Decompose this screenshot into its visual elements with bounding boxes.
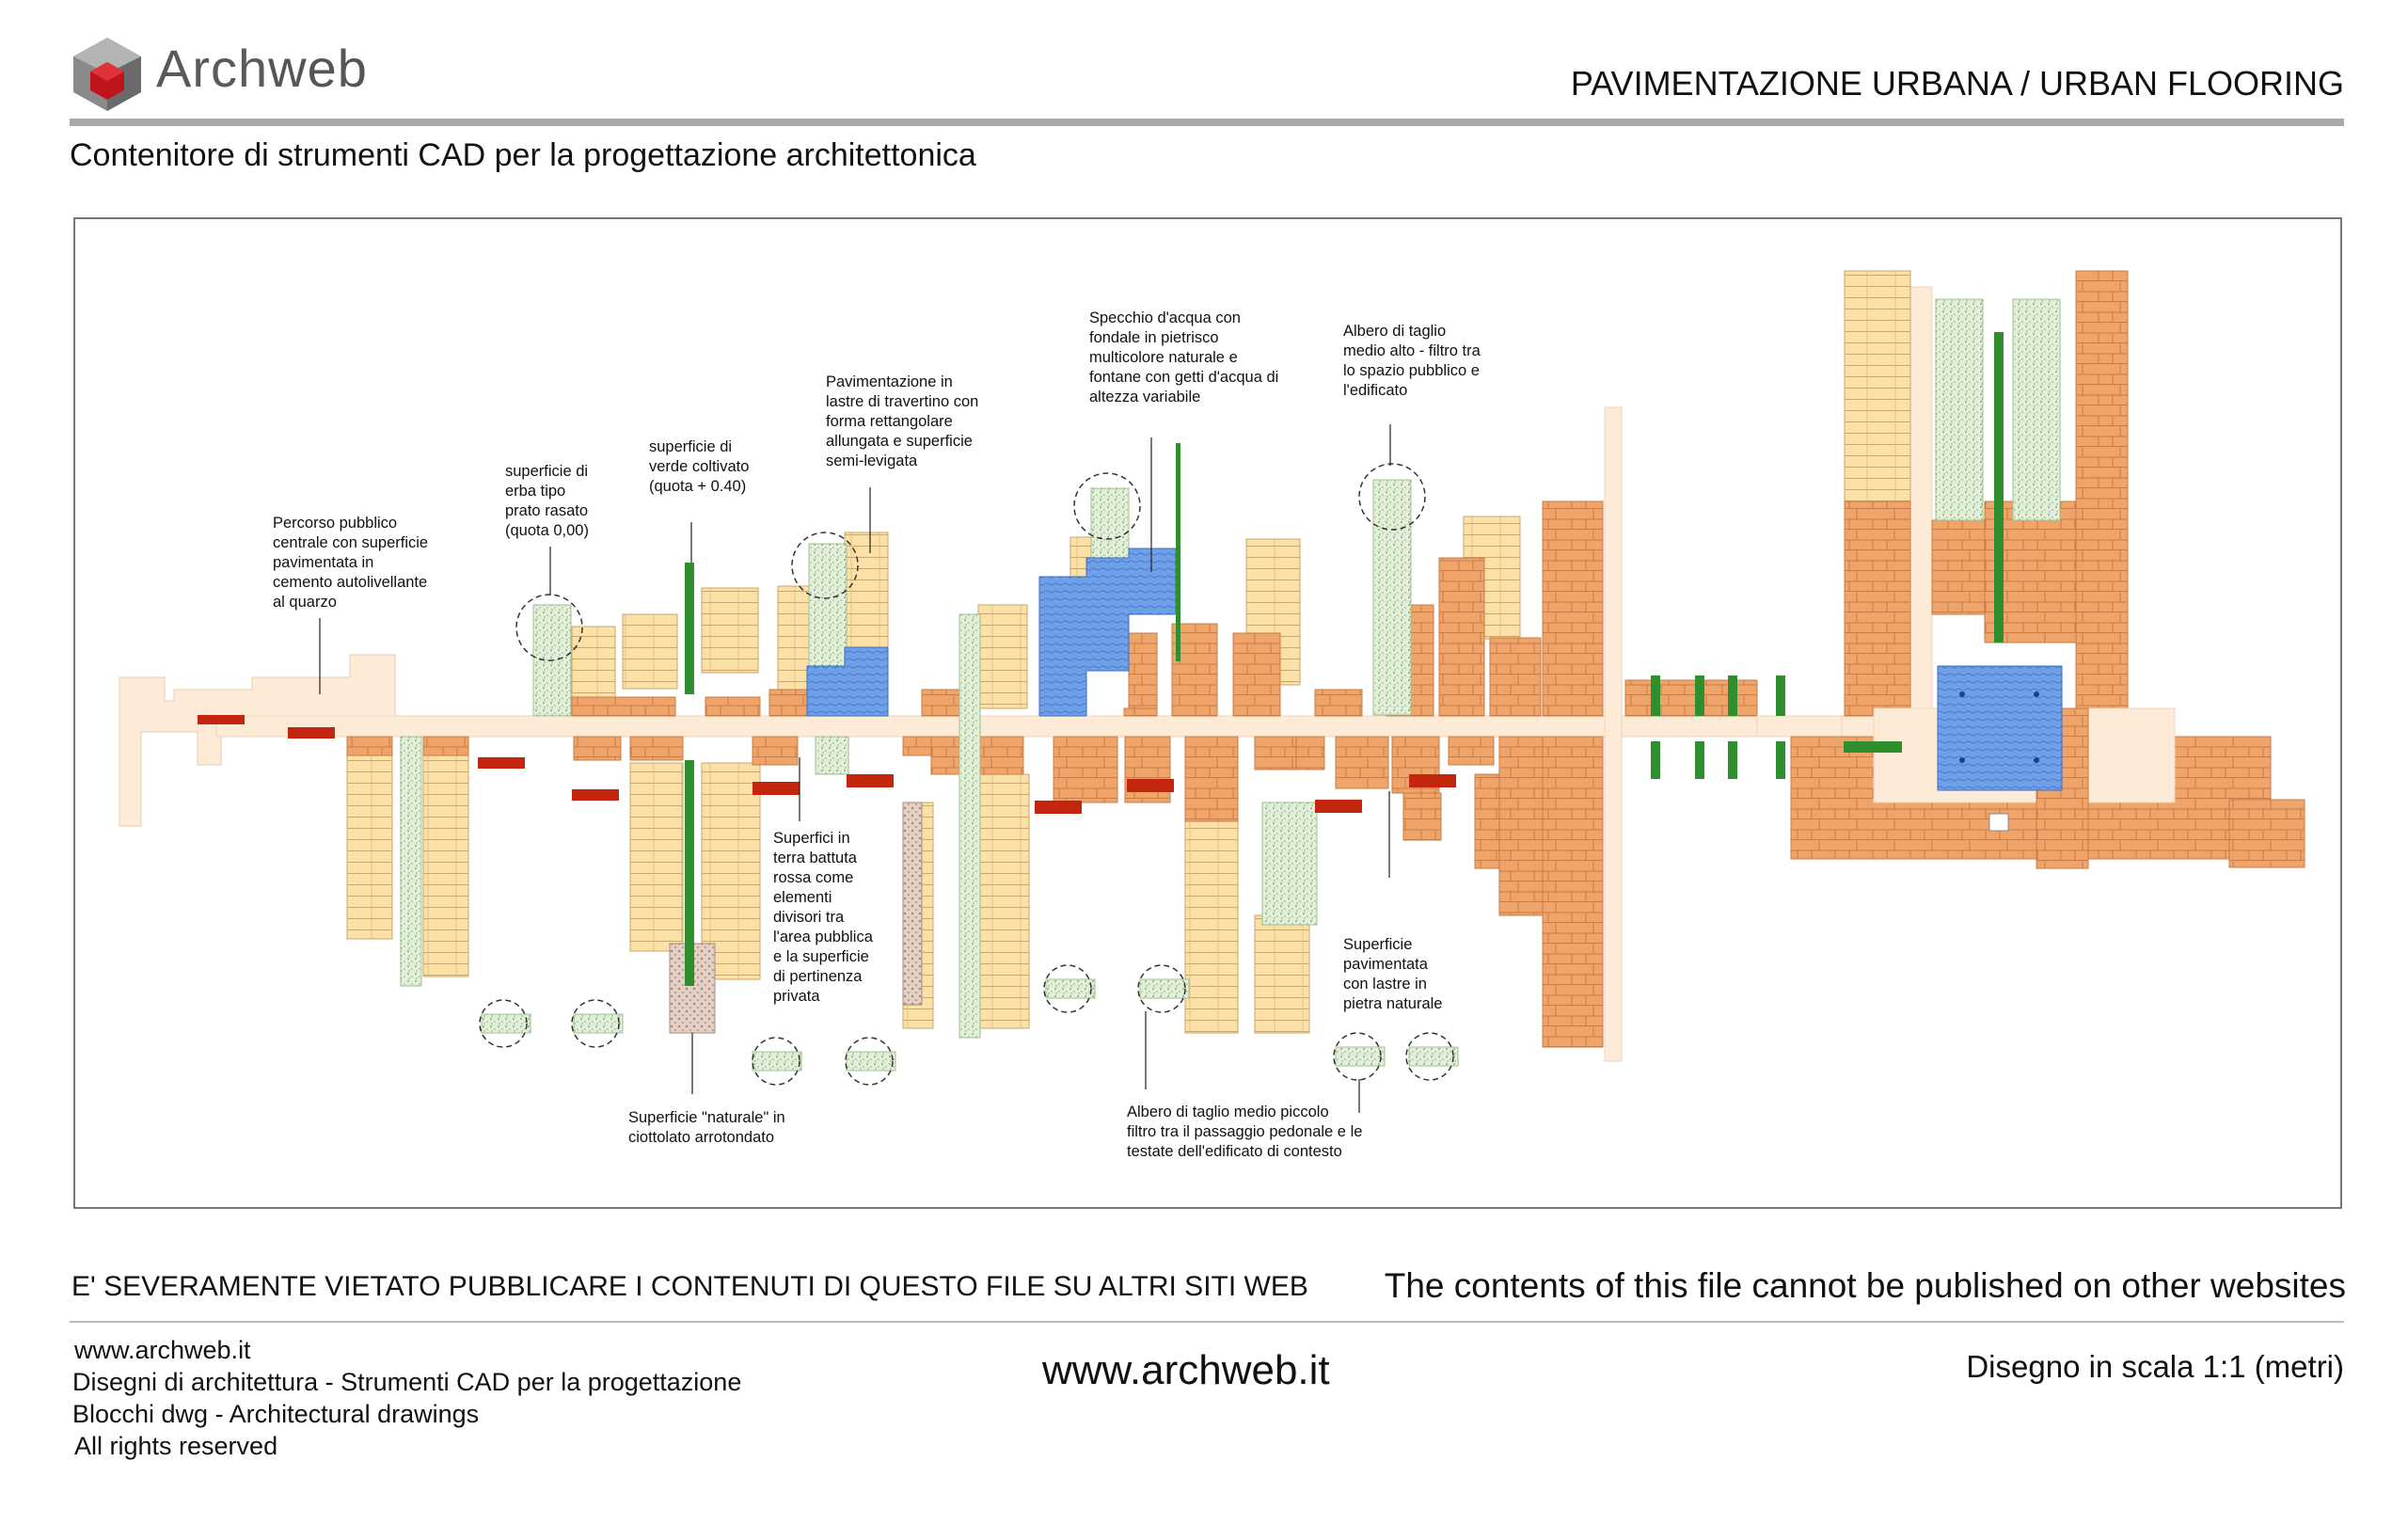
page-title: PAVIMENTAZIONE URBANA / URBAN FLOORING: [1570, 64, 2344, 103]
footer-center-link[interactable]: www.archweb.it: [1042, 1347, 1330, 1393]
leader-lines: [319, 424, 1391, 1113]
annotation-tall-tree: Albero di taglio medio alto - filtro tra…: [1343, 323, 1481, 399]
stone-paving: [346, 270, 2305, 1048]
annotation-water: Specchio d'acqua con fondale in pietrisc…: [1089, 310, 1279, 405]
annotation-small-tree: Albero di taglio medio piccolo filtro tr…: [1127, 1104, 1363, 1160]
red-earth-dividers: [198, 715, 1456, 814]
footer-rights: All rights reserved: [74, 1432, 278, 1460]
footer-link-archweb[interactable]: www.archweb.it: [74, 1336, 251, 1364]
logo-text-web: web: [268, 39, 368, 98]
footer-description: Disegni di architettura - Strumenti CAD …: [72, 1368, 742, 1396]
green-bars: [685, 332, 2004, 986]
footer-blocks: Blocchi dwg - Architectural drawings: [72, 1400, 480, 1428]
annotation-green-raised: superficie di verde coltivato (quota + 0…: [649, 438, 750, 495]
page-subtitle: Contenitore di strumenti CAD per la prog…: [70, 137, 976, 173]
copyright-warning-italian: E' SEVERAMENTE VIETATO PUBBLICARE I CONT…: [71, 1271, 1308, 1302]
annotation-central-path: Percorso pubblico centrale con superfici…: [273, 515, 429, 611]
drawing-scale: Disegno in scala 1:1 (metri): [1966, 1349, 2344, 1384]
archweb-logo: [73, 38, 141, 111]
annotation-travertine: Pavimentazione in lastre di travertino c…: [826, 373, 979, 469]
tree-symbols: [479, 463, 1454, 1086]
water-mirrors: [806, 548, 2063, 791]
footer-divider: [70, 1321, 2344, 1323]
pool-outlet: [1988, 813, 2009, 832]
copyright-warning-english: The contents of this file cannot be publ…: [1384, 1266, 2346, 1305]
annotation-grass: superficie di erba tipo prato rasato (qu…: [505, 463, 589, 539]
annotation-pebbles: Superficie "naturale" in ciottolato arro…: [628, 1109, 785, 1146]
annotation-red-earth: Superfici in terra battuta rossa come el…: [773, 830, 873, 1005]
fountain-jets: [1959, 691, 2039, 763]
annotation-stone: Superficie pavimentata con lastre in pie…: [1343, 936, 1443, 1012]
header-divider: [70, 119, 2344, 126]
urban-flooring-plan: [75, 219, 2340, 1207]
logo-wordmark: Archweb: [156, 38, 368, 99]
logo-text-arch: Arch: [156, 39, 269, 98]
drawing-frame: [73, 217, 2342, 1209]
